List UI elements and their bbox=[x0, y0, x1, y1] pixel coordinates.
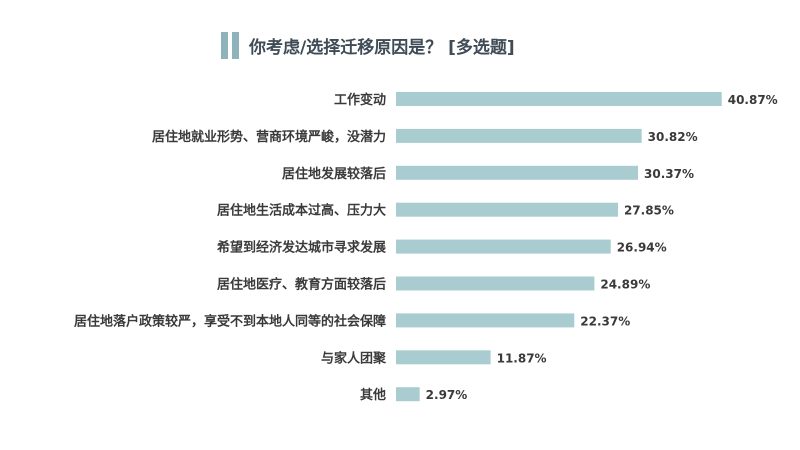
category-label: 居住地落户政策较严，享受不到本地人同等的社会保障 bbox=[74, 313, 386, 329]
bar bbox=[396, 202, 618, 217]
data-label: 30.37% bbox=[644, 167, 694, 181]
chart-title: 你考虑/选择迁移原因是？ [多选题] bbox=[249, 37, 515, 58]
category-label: 工作变动 bbox=[334, 92, 386, 108]
data-label: 22.37% bbox=[580, 314, 630, 328]
category-label: 居住地生活成本过高、压力大 bbox=[217, 203, 386, 219]
bar bbox=[396, 350, 491, 365]
bar bbox=[396, 92, 722, 106]
data-label: 27.85% bbox=[624, 204, 674, 218]
bar bbox=[396, 128, 642, 143]
data-label: 24.89% bbox=[600, 278, 650, 292]
bar bbox=[396, 239, 611, 254]
bar bbox=[396, 387, 420, 402]
data-label: 30.82% bbox=[648, 130, 698, 144]
category-label: 希望到经济发达城市寻求发展 bbox=[217, 240, 387, 256]
data-label: 26.94% bbox=[617, 241, 667, 255]
bar bbox=[396, 165, 639, 180]
category-label: 居住地就业形势、营商环境严峻，没潜力 bbox=[152, 129, 386, 145]
category-label: 居住地医疗、教育方面较落后 bbox=[217, 277, 386, 293]
bar bbox=[396, 276, 595, 291]
category-label: 与家人团聚 bbox=[321, 350, 387, 366]
category-label: 其他 bbox=[360, 387, 386, 403]
category-label: 居住地发展较落后 bbox=[282, 166, 386, 182]
data-label: 40.87% bbox=[728, 93, 778, 107]
data-label: 11.87% bbox=[497, 351, 547, 365]
title-accent-bar bbox=[221, 31, 228, 59]
data-label: 2.97% bbox=[426, 388, 468, 402]
chart-title-group: 你考虑/选择迁移原因是？ [多选题] bbox=[221, 30, 515, 60]
title-accent-bar bbox=[232, 31, 239, 59]
bar bbox=[396, 313, 575, 328]
